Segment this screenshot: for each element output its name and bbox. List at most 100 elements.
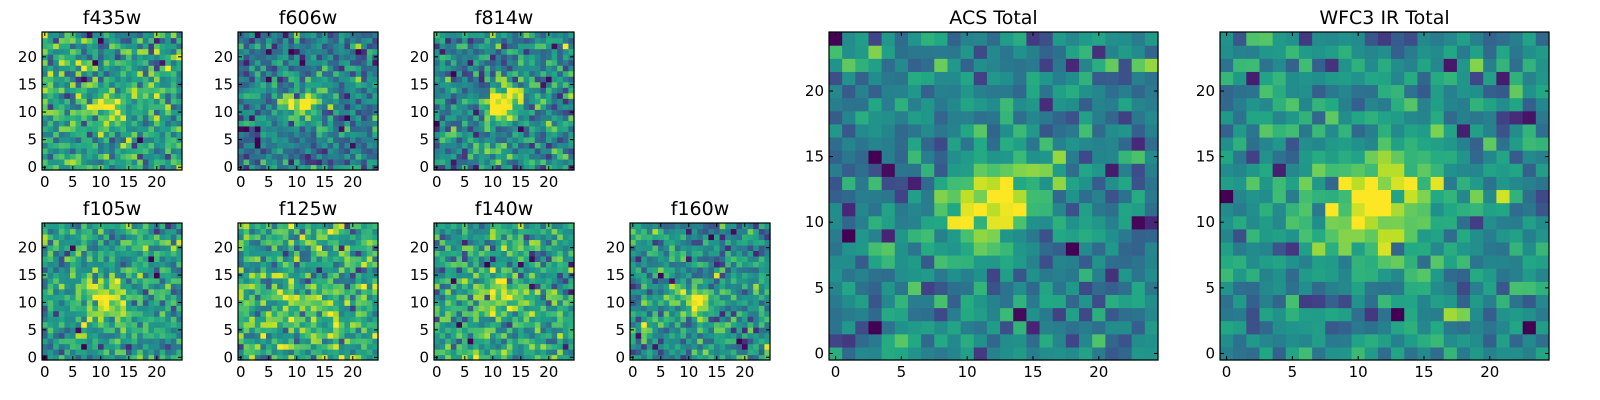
heatmap-cell (86, 272, 93, 279)
heatmap-cell (921, 255, 935, 269)
heatmap-cell (523, 327, 530, 334)
heatmap-cell (1013, 189, 1027, 204)
heatmap-cell (881, 163, 896, 177)
heatmap-cell (439, 305, 446, 312)
heatmap-cell (238, 120, 245, 127)
heatmap-cell (523, 153, 530, 160)
heatmap-cell (518, 120, 525, 127)
heatmap-cell (238, 131, 245, 138)
heatmap-cell (277, 250, 284, 257)
heatmap-cell (120, 283, 127, 290)
heatmap-cell (557, 305, 564, 312)
heatmap-cell (254, 131, 261, 138)
heatmap-cell (557, 299, 564, 306)
heatmap-cell (658, 250, 665, 257)
heatmap-cell (434, 48, 441, 55)
heatmap-cell (294, 349, 301, 356)
heatmap-cell (868, 320, 883, 335)
heatmap-cell (719, 349, 726, 356)
heatmap-cell (238, 37, 245, 44)
heatmap-cell (64, 48, 71, 55)
heatmap-cell (842, 320, 856, 335)
heatmap-cell (338, 87, 345, 94)
heatmap-cell (249, 109, 256, 116)
heatmap-cell (81, 294, 88, 301)
heatmap-cell (165, 43, 172, 50)
heatmap-cell (42, 255, 49, 262)
heatmap-cell (1052, 333, 1067, 348)
heatmap-cell (467, 92, 474, 99)
heatmap-cell (1052, 163, 1067, 177)
heatmap-cell (562, 349, 569, 356)
heatmap-cell (75, 32, 82, 39)
heatmap-cell (288, 316, 295, 323)
heatmap-cell (355, 98, 362, 105)
heatmap-cell (523, 32, 530, 39)
heatmap-cell (170, 65, 177, 72)
heatmap-cell (540, 228, 547, 235)
heatmap-cell (947, 215, 962, 230)
x-tick-label: 10 (483, 173, 502, 191)
heatmap-cell (973, 241, 988, 256)
heatmap-cell (266, 70, 273, 77)
heatmap-cell (299, 136, 306, 143)
heatmap-cell (534, 103, 541, 110)
heatmap-cell (697, 233, 704, 241)
heatmap-cell (305, 283, 312, 290)
heatmap-cell (109, 59, 116, 66)
heatmap-cell (506, 37, 513, 44)
heatmap-cell (165, 288, 172, 295)
heatmap-cell (512, 283, 519, 290)
heatmap-cell (680, 349, 687, 356)
heatmap-cell (142, 114, 149, 121)
heatmap-cell (288, 299, 295, 306)
heatmap-cell (64, 59, 71, 66)
heatmap-cell (344, 277, 351, 284)
heatmap-cell (47, 142, 54, 149)
heatmap-cell (322, 120, 329, 127)
heatmap-cell (490, 343, 497, 350)
heatmap-cell (534, 288, 541, 295)
heatmap-cell (260, 131, 267, 138)
heatmap-cell (333, 354, 340, 361)
heatmap-cell (669, 316, 676, 323)
heatmap-cell (238, 65, 245, 72)
heatmap-cell (495, 343, 502, 350)
heatmap-cell (322, 125, 329, 132)
heatmap-cell (562, 59, 569, 66)
heatmap-cell (70, 142, 77, 149)
heatmap-cell (568, 277, 575, 284)
heatmap-cell (361, 239, 368, 246)
heatmap-cell (557, 92, 564, 99)
heatmap-cell (92, 332, 99, 339)
heatmap-cell (338, 43, 345, 50)
heatmap-cell (646, 349, 653, 356)
heatmap-cell (322, 98, 329, 105)
heatmap-cell (540, 283, 547, 290)
heatmap-cell (299, 316, 306, 323)
heatmap-cell (355, 65, 362, 72)
heatmap-cell (506, 305, 513, 312)
heatmap-cell (361, 272, 368, 279)
heatmap-cell (70, 147, 77, 155)
heatmap-cell (1144, 176, 1159, 191)
heatmap-cell (484, 114, 491, 121)
heatmap-cell (1052, 202, 1067, 217)
heatmap-cell (114, 266, 121, 273)
heatmap-cell (176, 131, 183, 138)
heatmap-cell (1105, 189, 1120, 204)
heatmap-cell (310, 228, 317, 235)
heatmap-cell (1065, 294, 1080, 309)
heatmap-cell (1000, 281, 1014, 295)
heatmap-cell (551, 250, 558, 257)
heatmap-cell (288, 294, 295, 301)
heatmap-cell (137, 103, 144, 110)
heatmap-cell (764, 310, 771, 317)
heatmap-cell (568, 343, 575, 350)
heatmap-cell (327, 59, 334, 66)
heatmap-cell (495, 59, 502, 66)
heatmap-cell (86, 37, 93, 44)
heatmap-cell (372, 70, 379, 77)
heatmap-cell (1118, 189, 1133, 204)
heatmap-cell (467, 239, 474, 246)
